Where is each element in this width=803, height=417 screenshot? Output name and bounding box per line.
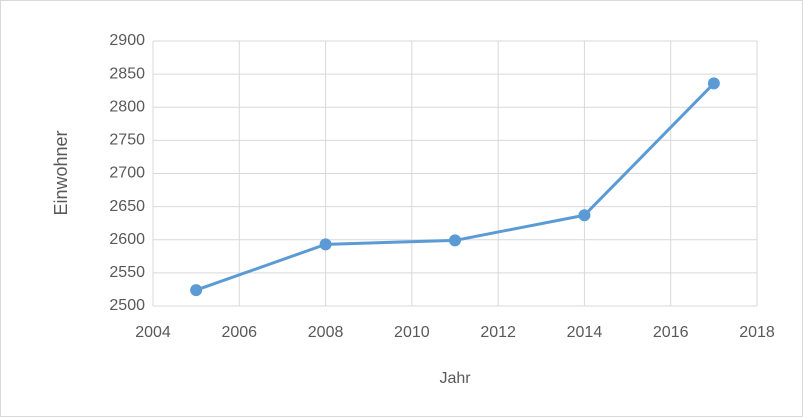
y-tick-label: 2900 bbox=[109, 32, 145, 49]
x-tick-label: 2004 bbox=[135, 324, 171, 341]
y-tick-label: 2800 bbox=[109, 98, 145, 115]
y-tick-label: 2850 bbox=[109, 65, 145, 82]
x-tick-label: 2014 bbox=[567, 324, 603, 341]
data-point bbox=[449, 234, 461, 247]
y-tick-label: 2700 bbox=[109, 165, 145, 182]
data-point bbox=[190, 284, 203, 297]
x-tick-label: 2010 bbox=[394, 324, 430, 341]
x-tick-label: 2006 bbox=[221, 324, 257, 341]
y-axis-label: Einwohner bbox=[51, 130, 71, 215]
data-point bbox=[319, 238, 332, 251]
y-tick-label: 2750 bbox=[109, 132, 145, 149]
x-tick-label: 2012 bbox=[480, 324, 516, 341]
data-point bbox=[578, 209, 591, 222]
x-tick-label: 2018 bbox=[739, 324, 775, 341]
x-tick-label: 2016 bbox=[653, 324, 689, 341]
x-tick-label: 2008 bbox=[308, 324, 344, 341]
y-tick-label: 2600 bbox=[109, 231, 145, 248]
y-tick-label: 2500 bbox=[109, 297, 145, 314]
data-point bbox=[707, 77, 720, 90]
y-tick-label: 2550 bbox=[109, 264, 145, 281]
y-tick-label: 2650 bbox=[109, 198, 145, 215]
x-axis-label: Jahr bbox=[439, 370, 471, 387]
